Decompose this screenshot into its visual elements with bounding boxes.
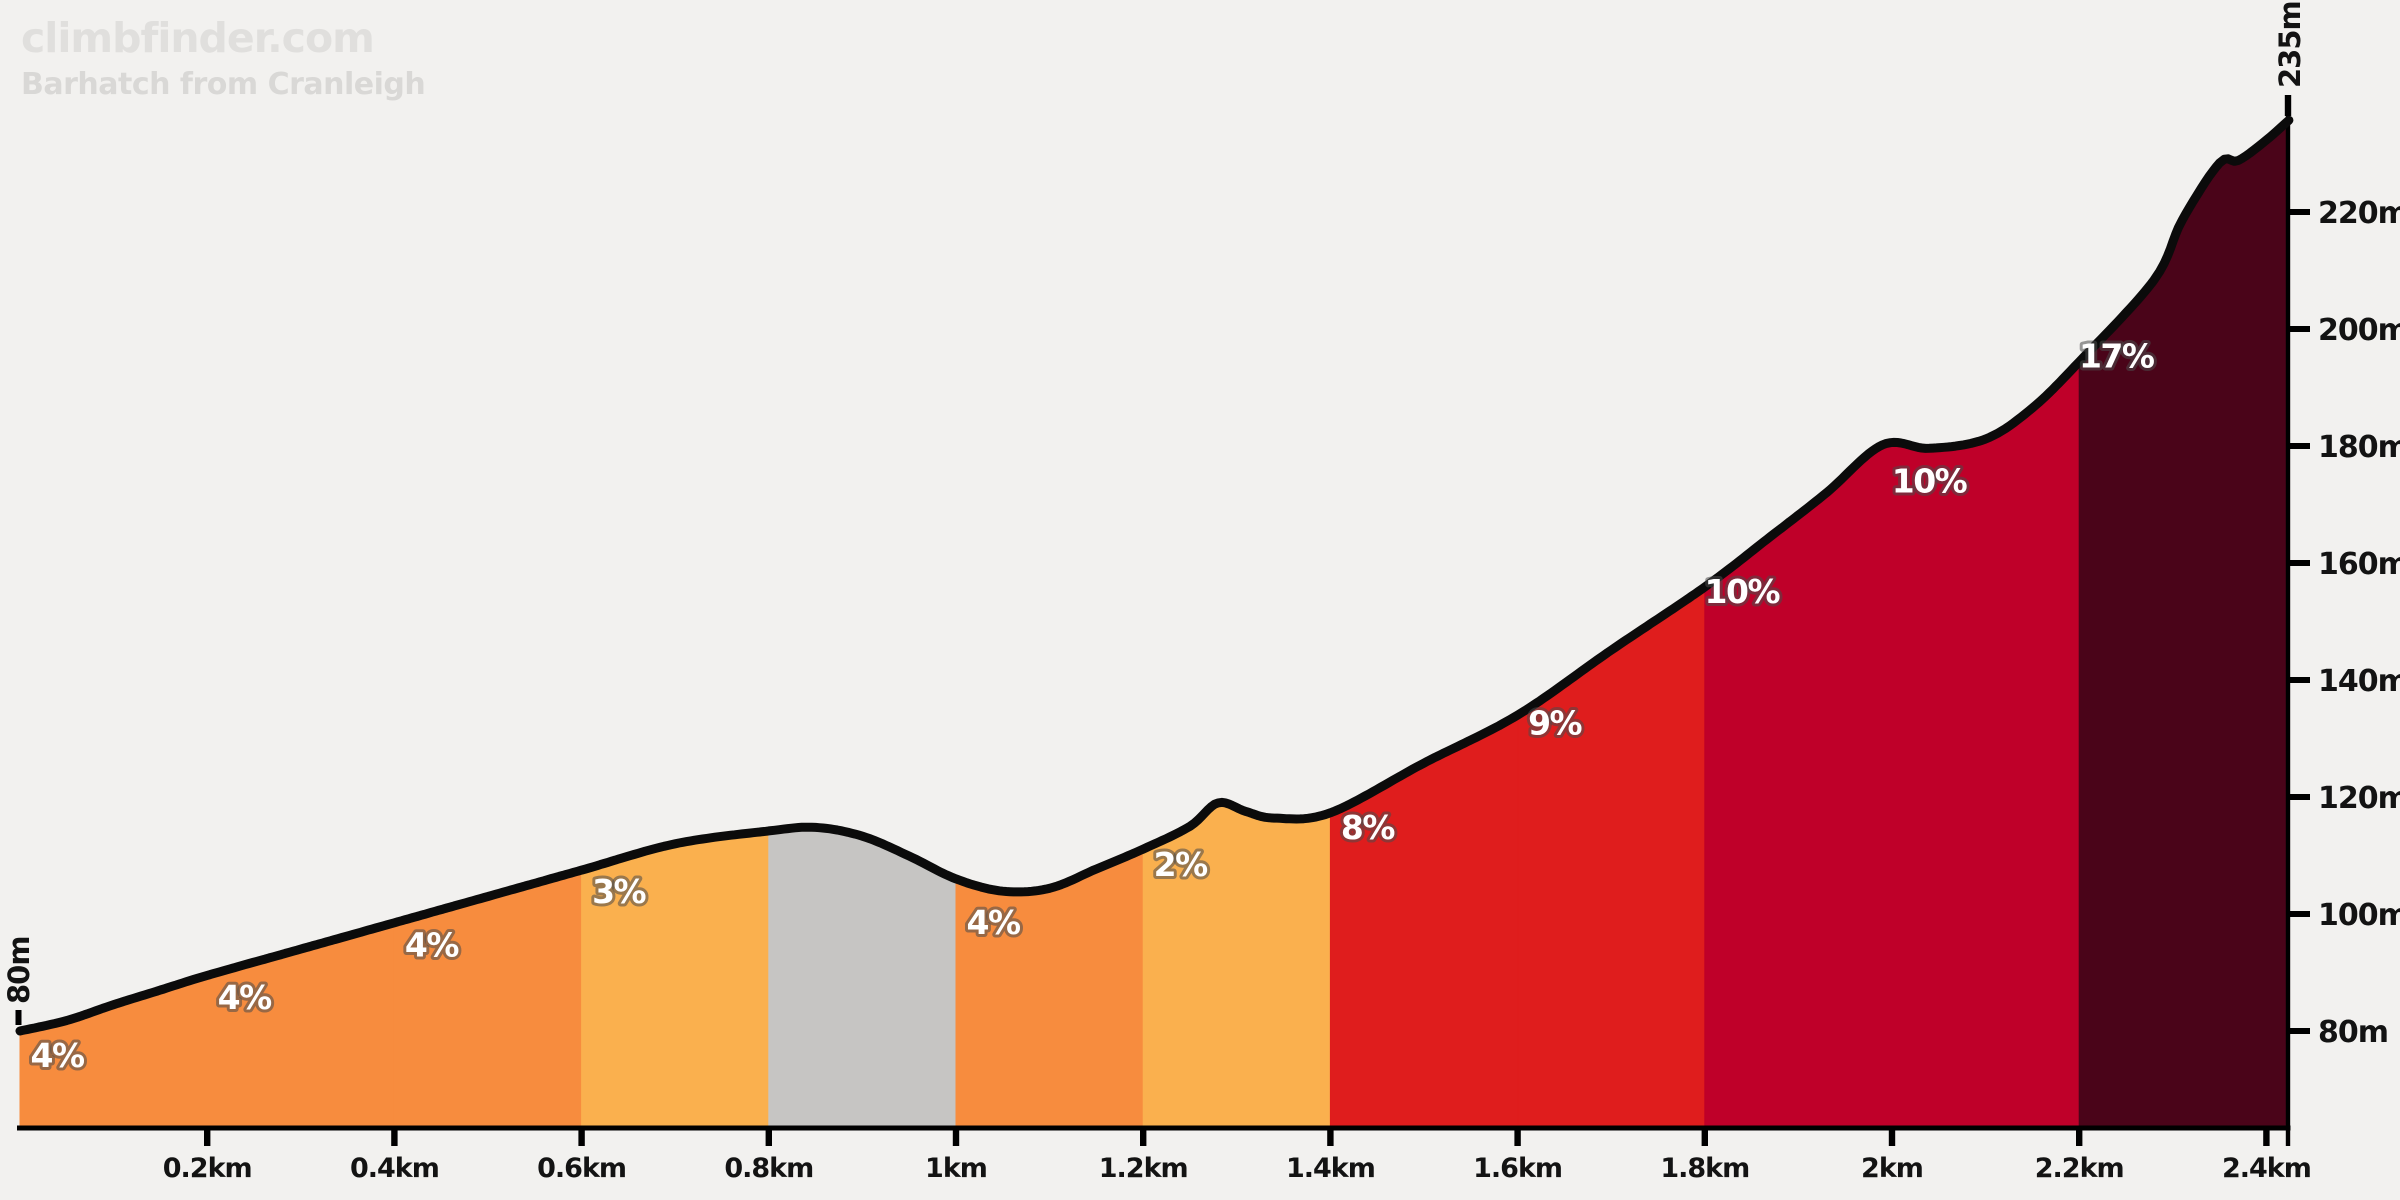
gradient-label: 4% bbox=[30, 1036, 84, 1075]
x-tick bbox=[391, 1128, 398, 1146]
gradient-label-outline: 4% bbox=[405, 925, 459, 964]
gradient-label-outline: 9% bbox=[1528, 704, 1582, 743]
x-tick bbox=[1514, 1128, 1521, 1146]
gradient-label-outline: 4% bbox=[218, 978, 272, 1017]
gradient-label-outline: 3% bbox=[592, 872, 646, 911]
x-tick bbox=[204, 1128, 211, 1146]
summit-elevation-tick bbox=[2284, 95, 2292, 116]
x-tick-label: 1.2km bbox=[1099, 1153, 1188, 1184]
y-tick bbox=[2288, 560, 2310, 566]
x-tick bbox=[1140, 1128, 1147, 1146]
start-elevation-label: 80m bbox=[2, 936, 36, 1004]
gradient-label: 10% bbox=[1705, 572, 1781, 611]
gradient-label: 2% bbox=[1154, 845, 1208, 884]
gradient-label-outline: 17% bbox=[2079, 336, 2155, 375]
gradient-label: 4% bbox=[405, 925, 459, 964]
y-tick-label: 200m bbox=[2318, 313, 2400, 348]
x-tick-label: 1.4km bbox=[1286, 1153, 1375, 1184]
watermark-climb-name: Barhatch from Cranleigh bbox=[21, 67, 426, 103]
gradient-label-outline: 8% bbox=[1341, 808, 1395, 847]
y-tick-label: 220m bbox=[2318, 196, 2400, 231]
segment-fill-7-8% bbox=[1329, 714, 1519, 1131]
y-tick bbox=[2288, 326, 2310, 332]
segment-fill-8-9% bbox=[1517, 586, 1706, 1131]
y-tick bbox=[2288, 443, 2310, 449]
watermark: climbfinder.com Barhatch from Cranleigh bbox=[21, 14, 426, 103]
y-tick-label: 100m bbox=[2318, 898, 2400, 933]
gradient-label-outline: 10% bbox=[1892, 461, 1968, 500]
gradient-label: 3% bbox=[592, 872, 646, 911]
start-elevation-tick bbox=[15, 1010, 22, 1025]
y-axis-line bbox=[2285, 116, 2291, 1146]
x-tick bbox=[952, 1128, 960, 1146]
x-tick bbox=[578, 1128, 585, 1146]
y-tick-label: 160m bbox=[2318, 547, 2400, 582]
segment-fill-1-4% bbox=[206, 922, 395, 1131]
x-tick-label: 0.2km bbox=[163, 1153, 252, 1184]
y-tick-label: 80m bbox=[2318, 1015, 2388, 1050]
x-tick-label: 2.2km bbox=[2035, 1153, 2124, 1184]
gradient-label-outline: 10% bbox=[1705, 572, 1781, 611]
gradient-label-outline: 4% bbox=[966, 903, 1020, 942]
x-tick bbox=[1327, 1128, 1334, 1146]
segment-fill-11-17% bbox=[2078, 119, 2290, 1131]
summit-elevation-label: 235m bbox=[2273, 1, 2307, 88]
x-axis-line bbox=[17, 1125, 2291, 1131]
profile-line bbox=[15, 115, 2294, 1036]
x-tick bbox=[2263, 1128, 2270, 1146]
y-tick-label: 180m bbox=[2318, 430, 2400, 465]
gradient-label: 4% bbox=[218, 978, 272, 1017]
gradient-label: 8% bbox=[1341, 808, 1395, 847]
x-tick-label: 0.4km bbox=[350, 1153, 439, 1184]
gradient-label: 17% bbox=[2079, 336, 2155, 375]
y-tick bbox=[2288, 677, 2310, 683]
x-tick bbox=[1701, 1128, 1708, 1146]
x-tick-label: 0.6km bbox=[537, 1153, 626, 1184]
x-tick-label: 0.8km bbox=[724, 1153, 813, 1184]
x-tick-label: 1km bbox=[925, 1153, 987, 1184]
segment-fill-2-4% bbox=[393, 869, 583, 1131]
y-tick bbox=[2288, 209, 2310, 215]
x-tick bbox=[1888, 1128, 1896, 1146]
x-tick-label: 1.6km bbox=[1473, 1153, 1562, 1184]
y-tick bbox=[2288, 1028, 2310, 1034]
watermark-site-title: climbfinder.com bbox=[21, 14, 375, 62]
gradient-label: 4% bbox=[966, 903, 1020, 942]
x-tick bbox=[765, 1128, 772, 1146]
y-tick bbox=[2288, 794, 2310, 800]
segment-fill-4-descent bbox=[768, 826, 957, 1131]
x-tick-label: 2.4km bbox=[2222, 1153, 2311, 1184]
gradient-label: 9% bbox=[1528, 704, 1582, 743]
x-tick-label: 1.8km bbox=[1660, 1153, 1749, 1184]
x-tick-label: 2km bbox=[1861, 1153, 1923, 1184]
gradient-label-outline: 4% bbox=[30, 1036, 84, 1075]
y-tick bbox=[2288, 911, 2310, 917]
gradient-label: 10% bbox=[1892, 461, 1968, 500]
y-tick-label: 140m bbox=[2318, 664, 2400, 699]
y-tick-label: 120m bbox=[2318, 781, 2400, 816]
x-tick bbox=[2076, 1128, 2083, 1146]
gradient-label-outline: 2% bbox=[1154, 845, 1208, 884]
segment-fill-9-10% bbox=[1704, 441, 1893, 1131]
